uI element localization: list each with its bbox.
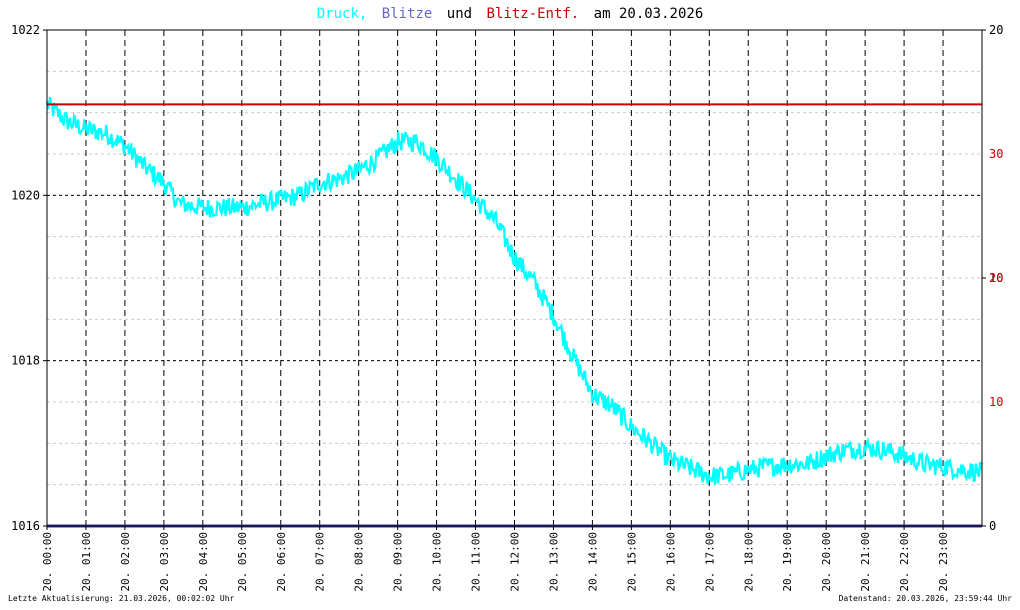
x-axis-tick-label: 20. 00:00 <box>41 532 54 592</box>
x-axis-tick-label: 20. 22:00 <box>898 532 911 592</box>
x-axis-tick-label: 20. 13:00 <box>547 532 560 592</box>
title-blitz-entf: Blitz-Entf. <box>487 6 580 22</box>
x-axis-tick-label: 20. 21:00 <box>859 532 872 592</box>
x-axis-tick-label: 20. 14:00 <box>586 532 599 592</box>
x-axis-tick-label: 20. 05:00 <box>236 532 249 592</box>
title-druck: Druck, <box>317 6 368 22</box>
left-axis-tick-label: 1016 <box>11 519 40 533</box>
left-axis-tick-label: 1022 <box>11 23 40 37</box>
right-red-axis-tick-label: 20 <box>989 271 1003 285</box>
x-axis-tick-label: 20. 07:00 <box>314 532 327 592</box>
x-axis-tick-label: 20. 01:00 <box>80 532 93 592</box>
x-axis-tick-label: 20. 11:00 <box>470 532 483 592</box>
right-red-axis-tick-label: 30 <box>989 147 1003 161</box>
right-axis-tick-label: 20 <box>989 23 1003 37</box>
left-axis-tick-label: 1020 <box>11 188 40 202</box>
x-axis-tick-label: 20. 08:00 <box>353 532 366 592</box>
x-axis-tick-label: 20. 23:00 <box>937 532 950 592</box>
footer-data-status: Datenstand: 20.03.2026, 23:59:44 Uhr <box>839 594 1013 603</box>
footer-last-update: Letzte Aktualisierung: 21.03.2026, 00:02… <box>8 594 235 603</box>
title-und: und <box>447 6 472 22</box>
right-red-axis-tick-label: 10 <box>989 395 1003 409</box>
series-druck <box>45 97 984 485</box>
x-axis-tick-label: 20. 04:00 <box>197 532 210 592</box>
x-axis-tick-label: 20. 17:00 <box>703 532 716 592</box>
grid <box>47 30 982 526</box>
x-axis-tick-label: 20. 09:00 <box>392 532 405 592</box>
x-axis-tick-label: 20. 19:00 <box>781 532 794 592</box>
title-blitze: Blitze <box>382 6 433 22</box>
x-axis-tick-label: 20. 20:00 <box>820 532 833 592</box>
title-date: am 20.03.2026 <box>594 6 704 22</box>
right-axis-tick-label: 10 <box>989 271 1003 285</box>
x-axis-tick-label: 20. 06:00 <box>275 532 288 592</box>
x-axis-tick-label: 20. 02:00 <box>119 532 132 592</box>
right-axis-tick-label: 0 <box>989 519 996 533</box>
x-axis-tick-label: 20. 15:00 <box>625 532 638 592</box>
x-axis-tick-label: 20. 16:00 <box>664 532 677 592</box>
left-axis-tick-label: 1018 <box>11 354 40 368</box>
x-axis-tick-label: 20. 10:00 <box>431 532 444 592</box>
chart-title: Druck, Blitze und Blitz-Entf. am 20.03.2… <box>317 6 704 22</box>
x-axis-tick-label: 20. 18:00 <box>742 532 755 592</box>
x-axis-tick-label: 20. 12:00 <box>509 532 522 592</box>
x-axis-tick-label: 20. 03:00 <box>158 532 171 592</box>
